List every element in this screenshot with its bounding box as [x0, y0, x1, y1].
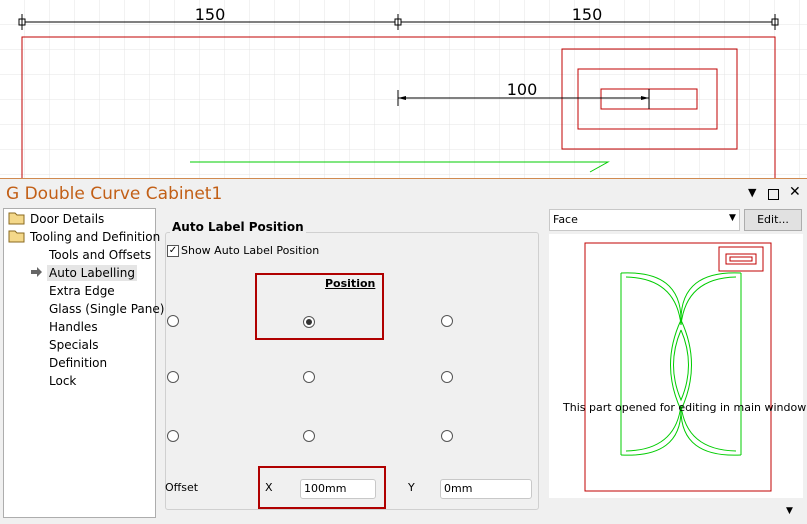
checkbox-label: Show Auto Label Position	[181, 244, 320, 257]
tree-item[interactable]: Tools and Offsets	[49, 248, 152, 262]
tree-view	[3, 208, 156, 518]
menu-button[interactable]: ▼	[748, 186, 757, 199]
dropdown-arrow[interactable]: ▼	[729, 213, 736, 223]
tree-item[interactable]: Glass (Single Pane)	[49, 302, 165, 316]
y-input[interactable]: 0mm	[440, 479, 532, 499]
radio[interactable]	[303, 371, 315, 383]
highlight-box	[258, 466, 386, 509]
scroll-arrow[interactable]: ▼	[786, 506, 793, 516]
radio[interactable]	[303, 430, 315, 442]
radio[interactable]	[167, 430, 179, 442]
offset-label: Offset	[165, 481, 199, 494]
radio[interactable]	[167, 371, 179, 383]
tree-item[interactable]: Handles	[49, 320, 98, 334]
radio[interactable]	[441, 315, 453, 327]
dimension-label: 150	[195, 5, 226, 24]
view-select[interactable]: Face	[549, 209, 740, 231]
dimension-label: 150	[572, 5, 603, 24]
tree-item[interactable]: Specials	[49, 338, 99, 352]
preview-message: This part opened for editing in main win…	[563, 401, 807, 414]
radio[interactable]	[167, 315, 179, 327]
y-label: Y	[408, 481, 415, 494]
group-box	[165, 232, 539, 510]
tree-item[interactable]: Door Details	[30, 212, 105, 226]
close-button[interactable]: ✕	[789, 184, 801, 200]
tree-item-selected[interactable]: Auto Labelling	[47, 265, 137, 281]
edit-button[interactable]: Edit...	[744, 209, 802, 231]
position-label: Position	[325, 277, 376, 290]
group-title: Auto Label Position	[170, 220, 306, 234]
window-title: G Double Curve Cabinet1	[6, 184, 223, 204]
radio[interactable]	[441, 430, 453, 442]
x-input[interactable]: 100mm	[300, 479, 376, 499]
x-label: X	[265, 481, 273, 494]
checkbox[interactable]: ✓	[167, 245, 179, 257]
tree-item[interactable]: Tooling and Definition	[30, 230, 161, 244]
radio[interactable]	[441, 371, 453, 383]
highlight-box	[255, 273, 384, 340]
preview	[549, 234, 803, 498]
dimension-label: 100	[507, 80, 538, 99]
tree-item[interactable]: Extra Edge	[49, 284, 115, 298]
label-outline	[561, 48, 738, 150]
tree-item[interactable]: Definition	[49, 356, 108, 370]
door-profile	[190, 161, 610, 173]
maximize-button[interactable]	[768, 189, 779, 200]
radio-selected[interactable]	[303, 316, 315, 328]
tree-item[interactable]: Lock	[49, 374, 77, 388]
label-outline	[577, 68, 718, 130]
